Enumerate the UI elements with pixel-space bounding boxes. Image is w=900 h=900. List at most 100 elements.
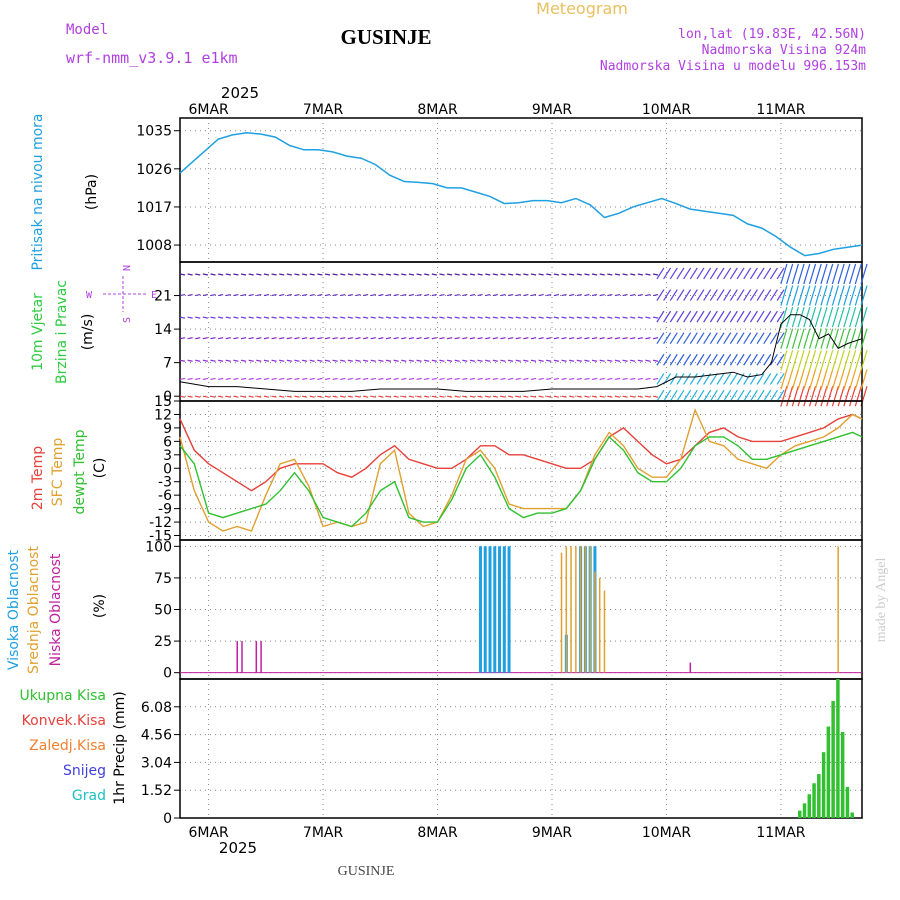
wind-barb — [332, 273, 338, 276]
precip-bar — [845, 786, 850, 818]
wind-barb — [831, 285, 840, 306]
wind-barb — [803, 328, 811, 349]
wind-barb — [663, 332, 672, 345]
wind-barb — [849, 386, 857, 407]
wind-barb — [324, 293, 331, 297]
wind-barb — [500, 377, 506, 381]
wind-barb — [408, 316, 415, 319]
wind-barb — [683, 310, 692, 323]
y-tick-label: -15 — [149, 529, 172, 545]
wind-barb — [769, 310, 778, 323]
wind-barb — [630, 316, 636, 319]
wind-barb — [860, 328, 868, 349]
wind-barb — [614, 337, 621, 340]
wind-barb — [854, 369, 862, 390]
wind-barb — [332, 316, 338, 319]
wind-barb — [584, 273, 590, 276]
wind-barb — [669, 310, 678, 323]
wind-barb — [508, 293, 514, 297]
wind-barb — [416, 377, 422, 381]
wind-barb — [696, 267, 705, 280]
wind-barb — [656, 332, 665, 345]
wind-barb — [286, 293, 292, 297]
wind-barb — [656, 310, 665, 323]
wind-barb — [860, 369, 868, 390]
wind-barb — [492, 359, 498, 362]
wind-barb — [485, 377, 491, 381]
wind-barb — [248, 359, 254, 362]
wind-barb — [530, 337, 537, 340]
wind-barb — [401, 293, 407, 297]
day-label-top: 6MAR — [188, 102, 229, 118]
wind-barb — [599, 395, 605, 398]
wind-barb — [263, 316, 270, 319]
wind-barb — [723, 289, 732, 301]
wind-barb — [416, 359, 422, 362]
wind-barb — [508, 273, 514, 276]
precip-panel: 0 1.52 3.04 4.56 6.08 — [141, 678, 863, 827]
wind-barb — [780, 350, 788, 371]
wind-barb — [347, 293, 353, 297]
wind-barb — [347, 337, 353, 340]
wind-barb — [689, 310, 698, 323]
wind-barb — [553, 293, 560, 297]
wind-barb — [854, 386, 862, 407]
wind-barb — [831, 350, 840, 371]
wind-barb — [709, 373, 718, 385]
dewpt-ylabel: dewpt Temp — [72, 429, 88, 514]
wind-barb — [446, 273, 453, 276]
y-tick-label: 50 — [154, 603, 172, 619]
wind-barb — [485, 337, 491, 340]
wind-barb — [431, 359, 437, 362]
wind-barb — [530, 316, 537, 319]
wind-barb — [240, 337, 247, 340]
wind-barb — [454, 377, 460, 381]
wind-barb — [240, 273, 247, 276]
wind-barb — [723, 373, 732, 385]
wind-barb — [763, 289, 772, 301]
wind-barb — [569, 273, 575, 276]
wind-barb — [652, 293, 659, 297]
wind-barb — [607, 377, 613, 381]
wind-barb — [776, 389, 785, 402]
cloud-panel: 0 25 50 75 100 — [145, 539, 863, 682]
wind-barb — [553, 273, 560, 276]
wind-barb — [652, 359, 659, 362]
wind-barb — [729, 310, 738, 323]
y-tick-label: 3.04 — [141, 755, 172, 771]
wind-barb — [187, 395, 193, 398]
wind-barb — [210, 293, 216, 297]
wind-barb — [703, 289, 712, 301]
wind-barb — [256, 377, 262, 381]
y-tick-label: 0 — [163, 666, 172, 682]
wind-barb — [569, 395, 575, 398]
wind-barb — [446, 293, 453, 297]
precip-bar — [798, 810, 802, 818]
wind-barb — [569, 359, 575, 362]
wind-barb — [363, 395, 369, 398]
day-labels-top: 6MAR 7MAR 8MAR 9MAR 10MAR 11MAR — [188, 102, 805, 118]
wind-barb — [776, 310, 785, 323]
wind-barb — [696, 310, 705, 323]
wind-barb — [324, 273, 331, 276]
wind-barb — [271, 395, 277, 398]
wind-barb — [309, 293, 315, 297]
wind-barb — [820, 386, 828, 407]
wind-barb — [492, 395, 498, 398]
precip-bar — [831, 700, 835, 818]
wind-barb — [370, 359, 376, 362]
wind-barb — [477, 316, 483, 319]
wind-barb — [826, 369, 834, 390]
wind-barb — [723, 389, 732, 402]
wind-barb — [736, 389, 745, 402]
wind-barb — [530, 293, 537, 297]
precip-bar — [802, 803, 807, 818]
wind-barb — [763, 353, 772, 366]
wind-barb — [256, 316, 262, 319]
y-tick-label: 4.56 — [141, 728, 172, 744]
wind-barb — [696, 373, 705, 385]
wind-barb — [630, 337, 636, 340]
wind-barb — [317, 395, 323, 398]
wind-barb — [729, 289, 738, 301]
precip-legend: Ukupna Kisa Konvek.Kisa Zaledj.Kisa Snij… — [19, 688, 106, 804]
